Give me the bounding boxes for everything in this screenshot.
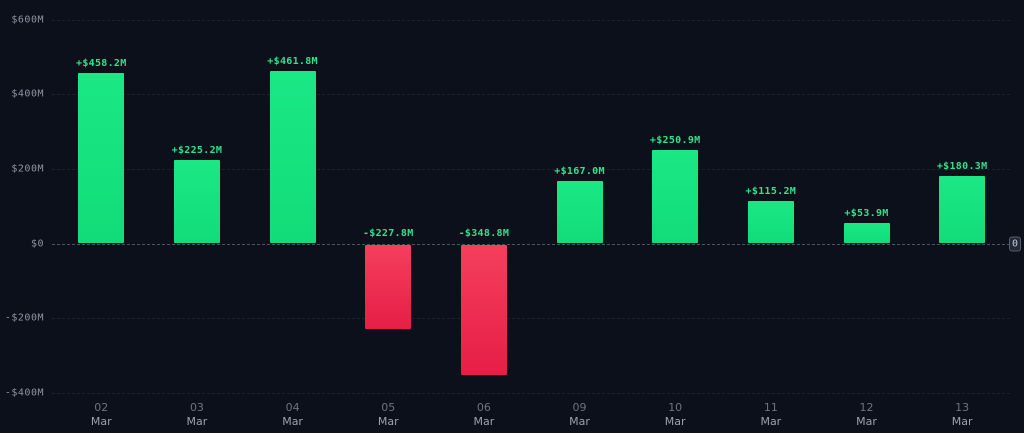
bar-value-label: +$461.8M xyxy=(267,56,318,68)
x-axis-tick-04-Mar: 04 Mar xyxy=(263,401,323,429)
bar-value-label: -$227.8M xyxy=(362,227,414,239)
positive-bar-04-Mar[interactable] xyxy=(269,71,316,244)
x-axis-month: Mar xyxy=(760,415,782,428)
x-axis-tick-05-Mar: 05 Mar xyxy=(358,401,418,429)
bar-value-label: +$167.0M xyxy=(554,166,605,178)
x-axis-day: 03 xyxy=(189,401,204,414)
positive-bar-13-Mar[interactable] xyxy=(939,176,986,244)
x-axis-day: 02 xyxy=(94,401,109,414)
x-axis-day: 06 xyxy=(476,401,491,414)
bar-value-label: +$115.2M xyxy=(745,185,797,197)
positive-bar-12-Mar[interactable] xyxy=(843,223,890,244)
x-axis-day: 11 xyxy=(763,401,778,414)
bar-value-label: -$348.8M xyxy=(458,227,510,239)
positive-bar-09-Mar[interactable] xyxy=(556,181,603,244)
negative-bar-06-Mar[interactable] xyxy=(460,244,507,375)
x-axis-tick-06-Mar: 06 Mar xyxy=(454,401,514,429)
gridline xyxy=(52,19,1010,21)
y-axis-tick-label: -$400M xyxy=(4,387,44,399)
x-axis-tick-10-Mar: 10 Mar xyxy=(645,401,705,429)
y-axis-tick-label: $400M xyxy=(11,88,44,100)
y-axis-tick-label: -$200M xyxy=(4,312,44,324)
x-axis-month: Mar xyxy=(664,415,686,428)
x-axis-day: 04 xyxy=(285,401,300,414)
positive-bar-03-Mar[interactable] xyxy=(173,159,220,244)
negative-bar-05-Mar[interactable] xyxy=(365,244,412,330)
x-axis-month: Mar xyxy=(856,415,877,428)
x-axis-month: Mar xyxy=(282,415,303,428)
x-axis-tick-09-Mar: 09 Mar xyxy=(550,401,610,429)
x-axis-month: Mar xyxy=(90,415,112,428)
bar-value-label: +$180.3M xyxy=(936,161,988,173)
positive-bar-02-Mar[interactable] xyxy=(78,72,125,244)
x-axis-tick-03-Mar: 03 Mar xyxy=(167,401,227,429)
x-axis-month: Mar xyxy=(951,415,973,428)
zero-value-badge: 0 xyxy=(1008,236,1021,251)
bar-value-label: +$53.9M xyxy=(844,208,889,220)
x-axis-tick-13-Mar: 13 Mar xyxy=(932,401,992,429)
y-axis-tick-label: $0 xyxy=(30,238,44,249)
bar-value-label: +$250.9M xyxy=(649,134,701,146)
gridline xyxy=(52,168,1010,170)
x-axis-month: Mar xyxy=(569,415,590,428)
gridline xyxy=(52,392,1010,394)
positive-bar-11-Mar[interactable] xyxy=(747,200,794,244)
x-axis-day: 13 xyxy=(955,401,970,414)
bar-value-label: +$458.2M xyxy=(76,57,127,69)
y-axis-tick-label: $200M xyxy=(11,163,44,175)
y-axis-tick-label: $600M xyxy=(11,14,44,26)
x-axis-day: 10 xyxy=(668,401,683,414)
x-axis-month: Mar xyxy=(377,415,399,428)
gridline xyxy=(52,94,1010,96)
bar-value-label: +$225.2M xyxy=(171,144,223,156)
x-axis-month: Mar xyxy=(186,415,208,428)
x-axis-day: 12 xyxy=(859,401,874,414)
x-axis-day: 05 xyxy=(381,401,396,414)
x-axis-tick-02-Mar: 02 Mar xyxy=(71,401,131,429)
x-axis-month: Mar xyxy=(473,415,495,428)
positive-bar-10-Mar[interactable] xyxy=(652,149,699,244)
gridline xyxy=(52,318,1010,320)
x-axis-day: 09 xyxy=(572,401,587,414)
x-axis-tick-11-Mar: 11 Mar xyxy=(741,401,801,429)
zero-gridline xyxy=(52,243,1010,245)
x-axis-tick-12-Mar: 12 Mar xyxy=(837,401,897,429)
